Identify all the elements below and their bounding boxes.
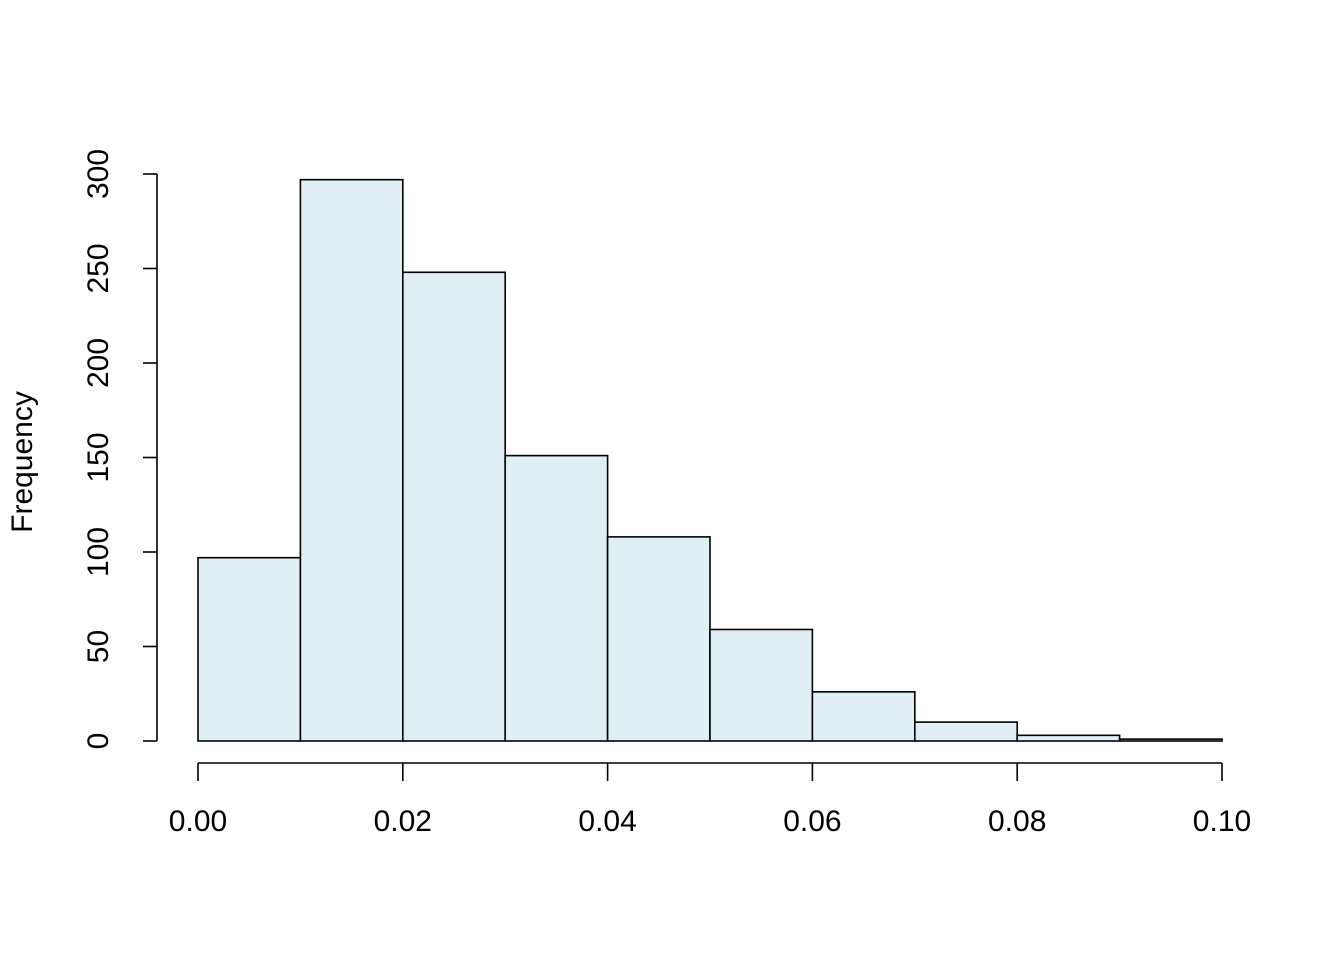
bar [606,536,711,742]
bar [1016,734,1121,742]
x-tick-label: 0.04 [578,805,636,838]
x-tick-label: 0.00 [169,805,227,838]
bar [401,271,506,742]
y-tick-label: 300 [82,149,115,199]
x-tick-label: 0.10 [1193,805,1251,838]
bar [709,628,814,742]
y-tick-label: 200 [82,338,115,388]
bar [811,691,916,742]
bar [299,178,404,742]
y-tick-label: 50 [82,630,115,663]
y-tick-label: 150 [82,432,115,482]
bar [913,721,1018,742]
y-tick-label: 250 [82,243,115,293]
x-tick-label: 0.06 [783,805,841,838]
y-tick-label: 0 [82,733,115,750]
y-axis-label: Frequency [6,391,39,533]
bar [504,454,609,742]
bar [197,556,302,742]
x-tick-label: 0.08 [988,805,1046,838]
y-tick-label: 100 [82,527,115,577]
bar [1118,738,1223,742]
x-tick-label: 0.02 [374,805,432,838]
